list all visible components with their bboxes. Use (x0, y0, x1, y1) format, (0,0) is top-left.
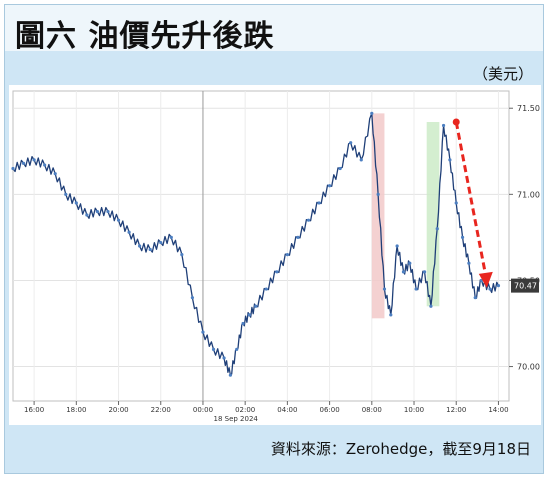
data-point (306, 218, 311, 222)
y-tick-label: 71.00 (517, 190, 540, 199)
x-tick-label: 00:00 (193, 406, 213, 414)
plot-frame (12, 90, 510, 402)
grid-layer (12, 90, 510, 402)
data-point (211, 347, 216, 351)
data-point (275, 270, 279, 274)
last-value-box (511, 278, 539, 293)
data-point (296, 235, 300, 239)
unit-label: （美元） (472, 65, 533, 83)
chart-figure: 圖六 油價先升後跌 （美元） 70.0070.5071.0071.5070.47… (4, 4, 544, 474)
data-point (180, 253, 184, 257)
data-point (429, 304, 433, 308)
data-point (148, 247, 152, 252)
data-point (349, 141, 353, 145)
data-point (327, 184, 332, 188)
data-point (401, 270, 406, 274)
x-tick-label: 08:00 (362, 406, 382, 414)
data-point (254, 304, 258, 308)
down-arrow-head (478, 271, 493, 288)
data-point (317, 201, 321, 205)
data-point (370, 111, 374, 115)
x-tick-label: 04:00 (277, 406, 297, 414)
data-point (473, 296, 477, 300)
data-point (64, 192, 68, 196)
x-tick-label: 20:00 (108, 406, 128, 414)
data-point (190, 296, 195, 300)
data-point (235, 347, 239, 351)
x-tick-label: 06:00 (320, 406, 340, 414)
y-tick-label: 71.50 (517, 104, 540, 113)
data-point (21, 161, 26, 165)
x-tick-label: 02:00 (235, 406, 255, 414)
x-axis: 16:00 18:00 20:00 22:00 00:00 02:00 04:00 06:00… (24, 401, 509, 423)
data-point (116, 218, 121, 222)
arrow-layer (452, 118, 493, 288)
data-point (74, 201, 78, 205)
price-line (12, 112, 499, 376)
data-point (247, 313, 251, 317)
x-tick-label: 10:00 (404, 406, 424, 414)
last-value-label: 70.47 (514, 282, 537, 291)
data-point (241, 321, 245, 326)
title-bar: 圖六 油價先升後跌 (5, 5, 543, 54)
data-point (228, 373, 232, 377)
data-point (201, 330, 205, 334)
data-point (488, 287, 492, 291)
data-point (448, 158, 452, 162)
data-point (85, 213, 89, 217)
highlight-band (426, 122, 440, 307)
data-point (454, 201, 458, 205)
data-point (441, 123, 446, 128)
data-point (95, 209, 100, 214)
x-tick-label: 18:00 (66, 406, 86, 414)
data-point (395, 244, 399, 248)
down-arrow-shaft (454, 121, 488, 277)
data-point (435, 227, 439, 231)
x-tick-label: 12:00 (446, 406, 466, 414)
data-point (389, 313, 393, 317)
x-tick-label: 16:00 (24, 406, 44, 414)
x-date-label: 18 Sep 2024 (214, 415, 259, 423)
x-tick-label: 22:00 (151, 406, 171, 414)
data-point (127, 230, 131, 234)
data-point (53, 172, 57, 176)
data-point (408, 261, 412, 265)
data-point (414, 287, 418, 291)
data-point (43, 163, 47, 167)
data-point (138, 244, 142, 248)
data-point (467, 261, 471, 265)
data-point (382, 287, 387, 291)
source-note: 資料來源：Zerohedge，截至9月18日 (270, 440, 531, 458)
data-point (285, 253, 289, 257)
data-point (422, 270, 427, 274)
y-tick-label: 70.00 (517, 363, 540, 372)
data-point (496, 284, 501, 288)
data-point (376, 192, 380, 196)
data-point (460, 235, 465, 239)
data-point (264, 287, 268, 291)
data-point (359, 158, 363, 162)
highlight-band (371, 113, 385, 319)
chart-title: 圖六 油價先升後跌 (15, 19, 275, 54)
series-layer (11, 111, 501, 377)
data-point (32, 158, 36, 162)
x-tick-label: 14:00 (488, 406, 508, 414)
data-point (338, 166, 342, 171)
data-point (159, 240, 163, 245)
data-point (106, 209, 110, 214)
data-point (169, 235, 173, 239)
data-point (222, 356, 226, 360)
data-point (11, 166, 15, 171)
